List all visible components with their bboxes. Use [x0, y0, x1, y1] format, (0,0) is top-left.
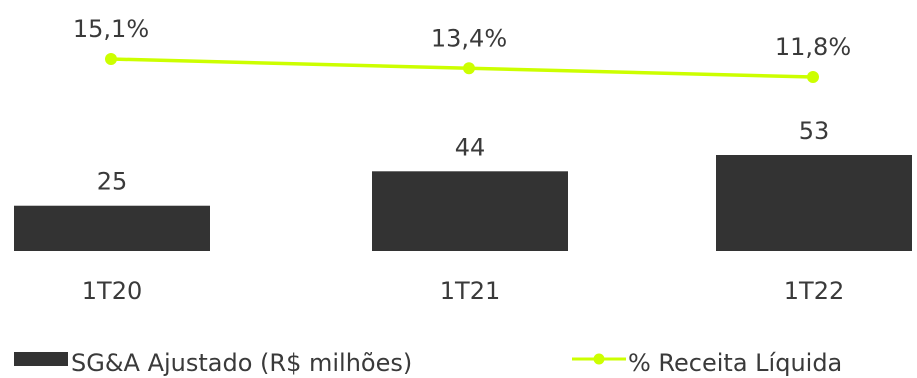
legend-line-marker	[593, 353, 605, 365]
line-series	[105, 53, 819, 83]
line-data-label: 13,4%	[431, 24, 507, 52]
x-axis-tick-labels: 1T20 1T21 1T22	[82, 277, 844, 305]
x-tick-label: 1T21	[440, 277, 500, 305]
bar-1t20	[14, 205, 210, 251]
legend-line-label: % Receita Líquida	[628, 349, 842, 377]
line-data-label: 15,1%	[73, 15, 149, 43]
bar-data-labels: 25 44 53	[97, 117, 830, 196]
line-point	[105, 53, 117, 65]
bar-data-label: 25	[97, 168, 128, 196]
x-tick-label: 1T20	[82, 277, 142, 305]
line-point	[807, 71, 819, 83]
line-data-labels: 15,1% 13,4% 11,8%	[73, 15, 851, 61]
line-point	[463, 62, 475, 75]
legend-bar-swatch	[14, 352, 68, 366]
bar-1t21	[372, 171, 568, 251]
bar-data-label: 44	[455, 133, 486, 161]
legend-bar-label: SG&A Ajustado (R$ milhões)	[71, 349, 412, 377]
x-tick-label: 1T22	[784, 277, 844, 305]
bar-data-label: 53	[799, 117, 830, 145]
line-path	[110, 57, 814, 79]
bar-1t22	[716, 155, 912, 251]
legend: SG&A Ajustado (R$ milhões) % Receita Líq…	[14, 349, 842, 377]
bar-series	[14, 155, 912, 251]
line-data-label: 11,8%	[775, 33, 851, 61]
